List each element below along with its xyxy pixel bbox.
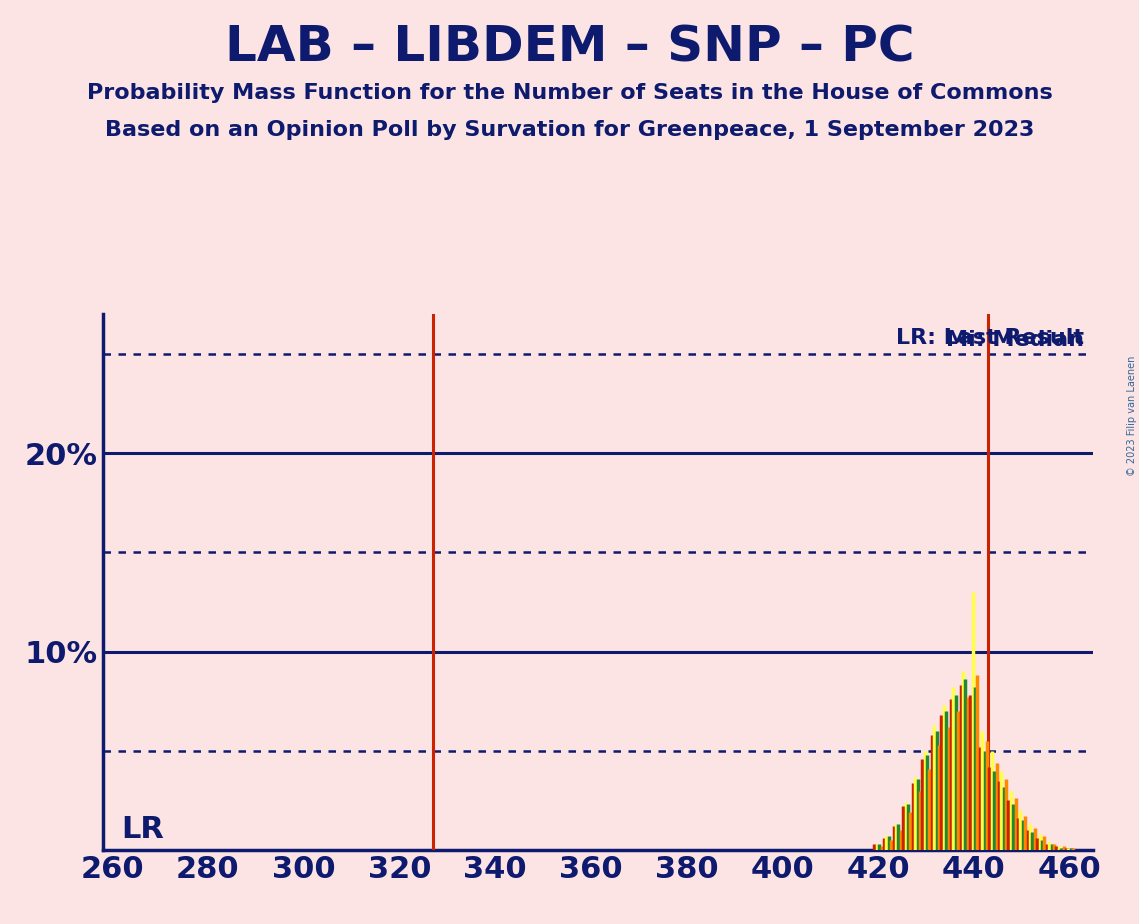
Text: Based on an Opinion Poll by Survation for Greenpeace, 1 September 2023: Based on an Opinion Poll by Survation fo… <box>105 120 1034 140</box>
Text: © 2023 Filip van Laenen: © 2023 Filip van Laenen <box>1126 356 1137 476</box>
Text: LR: Last Result: LR: Last Result <box>896 328 1084 347</box>
Text: LR: LR <box>122 815 164 845</box>
Text: LAB – LIBDEM – SNP – PC: LAB – LIBDEM – SNP – PC <box>224 23 915 71</box>
Text: Mi: Median: Mi: Median <box>945 330 1084 350</box>
Text: Probability Mass Function for the Number of Seats in the House of Commons: Probability Mass Function for the Number… <box>87 83 1052 103</box>
